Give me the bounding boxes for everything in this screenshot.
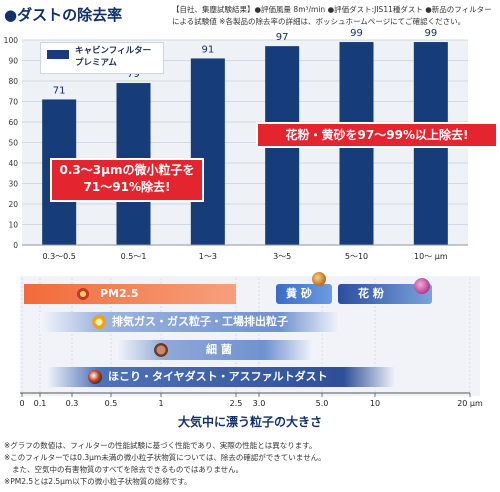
exhaust-gas-range-bar: 排気ガス・ガス粒子・工場排出粒子 xyxy=(40,312,340,332)
footnote-1: ※グラフの数値は、フィルターの性能試験に基づく性能であり、実際の性能とは異なりま… xyxy=(4,441,317,450)
footnote-4: ※PM2.5とは2.5μm以下の微小粒子状物質の総称です。 xyxy=(4,477,192,486)
pm25-range-bar: PM2.5 xyxy=(24,284,236,304)
legend-label-line2: プレミアム xyxy=(75,58,117,68)
dust-label: ほこり・タイヤダスト・アスファルトダスト xyxy=(108,370,328,383)
y-tick-label: 10 xyxy=(8,221,18,230)
particle-axis-tick-label: 20 μm xyxy=(457,399,483,408)
particle-axis-tick-label: 0.3 xyxy=(66,399,79,408)
chart-legend: キャビンフィルター プレミアム xyxy=(40,42,164,74)
y-tick-label: 40 xyxy=(8,159,18,168)
yellow-sand-label: 黄 砂 xyxy=(286,287,312,300)
y-tick-label: 70 xyxy=(8,98,18,107)
y-tick-label: 60 xyxy=(8,118,18,127)
exhaust-gas-label: 排気ガス・ガス粒子・工場排出粒子 xyxy=(112,315,288,328)
yellow-sand-range-bar: 黄 砂 xyxy=(276,284,332,304)
bar xyxy=(190,58,225,246)
bar-value-label: 99 xyxy=(424,28,437,39)
pollen-label: 花 粉 xyxy=(358,287,384,300)
category-label: 5〜10 xyxy=(345,252,368,261)
bar-value-label: 71 xyxy=(53,85,66,96)
particle-size-axis-label: 大気中に漂う粒子の大きさ xyxy=(177,415,322,429)
y-tick-label: 100 xyxy=(4,36,19,45)
particle-axis-tick-label: 10 xyxy=(370,399,380,408)
dust-range-bar: ほこり・タイヤダスト・アスファルトダスト xyxy=(46,367,396,387)
particle-axis-tick-label: 0.5 xyxy=(105,399,118,408)
yellow-sand-icon xyxy=(312,272,326,286)
category-label: 3〜5 xyxy=(273,252,291,261)
exhaust-particle-icon xyxy=(92,315,106,329)
bacteria-label: 細 菌 xyxy=(206,343,232,356)
bar-value-label: 79 xyxy=(127,69,140,80)
category-label: 0.5〜1 xyxy=(121,252,147,261)
callout-fine-line1: 0.3〜3μmの微小粒子を xyxy=(59,163,195,177)
particle-axis-tick-label: 1 xyxy=(158,399,163,408)
bacteria-icon xyxy=(154,343,168,357)
pm25-label: PM2.5 xyxy=(100,287,139,300)
callout-pollen-sand: 花粉・黄砂を97〜99%以上除去! xyxy=(258,124,496,146)
particle-axis-tick-label: 3.0 xyxy=(253,399,266,408)
pm25-burst-icon xyxy=(76,287,90,301)
bacteria-range-bar: 細 菌 xyxy=(116,340,314,360)
callout-fine-particles: 0.3〜3μmの微小粒子を 71〜91%除去! xyxy=(52,160,202,200)
legend-swatch xyxy=(47,50,69,59)
category-label: 1〜3 xyxy=(199,252,217,261)
footnotes: ※グラフの数値は、フィルターの性能試験に基づく性能であり、実際の性能とは異なりま… xyxy=(4,440,498,488)
y-tick-label: 20 xyxy=(8,200,18,209)
legend-label: キャビンフィルター プレミアム xyxy=(75,45,151,69)
test-conditions-note: 【自社、集塵試験結果】●評価風量 8m³/min ●評価ダスト:JIS11種ダス… xyxy=(172,5,492,26)
y-tick-label: 0 xyxy=(13,241,18,250)
y-tick-label: 90 xyxy=(8,57,18,66)
pollen-range-bar: 花 粉 xyxy=(338,284,432,304)
category-label: 0.3〜0.5 xyxy=(42,252,75,261)
particle-axis-tick-label: 0.1 xyxy=(34,399,47,408)
pollen-icon xyxy=(414,278,430,294)
y-tick-label: 30 xyxy=(8,180,18,189)
dust-particle-icon xyxy=(88,370,102,384)
page-title: ●ダストの除去率 xyxy=(4,6,123,24)
y-tick-label: 50 xyxy=(8,139,18,148)
bar-value-label: 91 xyxy=(201,44,214,55)
bar-value-label: 99 xyxy=(350,28,363,39)
footnote-3: また、空気中の有害物質のすべてを除去できるものではありません。 xyxy=(12,465,244,474)
callout-fine-line2: 71〜91%除去! xyxy=(83,180,171,194)
particle-axis-tick-label: 0 xyxy=(19,399,24,408)
y-tick-label: 80 xyxy=(8,77,18,86)
footnote-2: ※このフィルターでは0.3μm未満の微小粒子状物質については、除去の確認ができて… xyxy=(4,453,326,462)
bar-value-label: 97 xyxy=(276,32,289,43)
legend-label-line1: キャビンフィルター xyxy=(75,46,152,56)
category-label: 10〜 μm xyxy=(414,252,448,261)
particle-axis-tick-label: 2.5 xyxy=(230,399,243,408)
particle-axis-tick-label: 5.0 xyxy=(316,399,329,408)
